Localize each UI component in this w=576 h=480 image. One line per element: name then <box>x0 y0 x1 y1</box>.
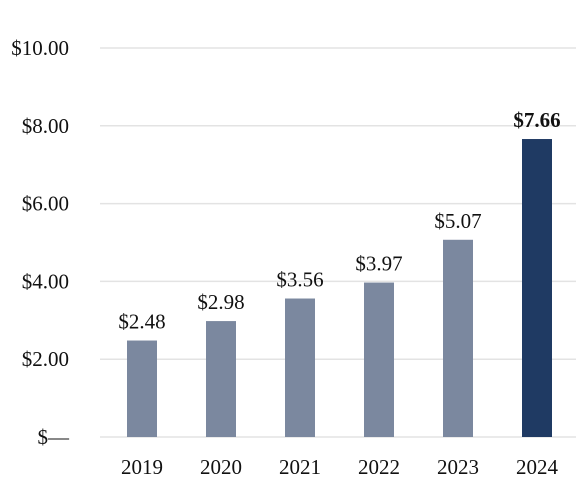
y-tick-label: $— <box>38 425 71 449</box>
data-label: $5.07 <box>434 209 481 233</box>
bar-2024 <box>522 139 552 437</box>
x-tick-label: 2022 <box>358 455 400 479</box>
bar-2023 <box>443 239 473 437</box>
gridlines <box>100 47 576 438</box>
x-axis-tick-labels: 2019 2020 2021 2022 2023 2024 <box>121 455 559 479</box>
y-tick-label: $4.00 <box>22 269 69 293</box>
x-tick-label: 2024 <box>516 455 559 479</box>
y-tick-label: $2.00 <box>22 347 69 371</box>
data-label: $2.98 <box>197 290 244 314</box>
bar-2022 <box>364 282 394 437</box>
data-label: $2.48 <box>118 310 165 334</box>
bar-2020 <box>206 321 236 437</box>
data-labels: $2.48 $2.98 $3.56 $3.97 $5.07 $7.66 <box>118 108 560 334</box>
y-axis-tick-labels: $— $2.00 $4.00 $6.00 $8.00 $10.00 <box>11 36 70 449</box>
x-tick-label: 2021 <box>279 455 321 479</box>
bars <box>127 139 552 437</box>
y-tick-label: $6.00 <box>22 192 69 216</box>
x-tick-label: 2020 <box>200 455 242 479</box>
x-tick-label: 2019 <box>121 455 163 479</box>
data-label: $3.97 <box>355 252 402 276</box>
bar-2019 <box>127 340 157 437</box>
y-tick-label: $8.00 <box>22 114 69 138</box>
data-label: $3.56 <box>276 268 323 292</box>
y-tick-label: $10.00 <box>11 36 69 60</box>
bar-2021 <box>285 298 315 437</box>
data-label: $7.66 <box>513 108 560 132</box>
x-tick-label: 2023 <box>437 455 479 479</box>
